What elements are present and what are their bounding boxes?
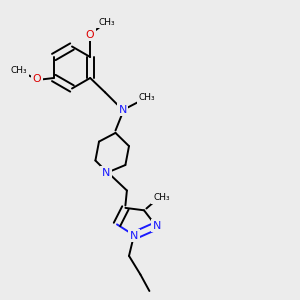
Text: CH₃: CH₃ — [11, 66, 27, 75]
Text: CH₃: CH₃ — [139, 93, 155, 102]
Text: CH₃: CH₃ — [98, 18, 115, 27]
Text: N: N — [130, 231, 138, 241]
Text: N: N — [152, 220, 161, 231]
Text: CH₃: CH₃ — [153, 193, 170, 202]
Text: O: O — [33, 74, 41, 84]
Text: N: N — [102, 168, 110, 178]
Text: N: N — [118, 105, 127, 115]
Text: O: O — [86, 30, 94, 40]
